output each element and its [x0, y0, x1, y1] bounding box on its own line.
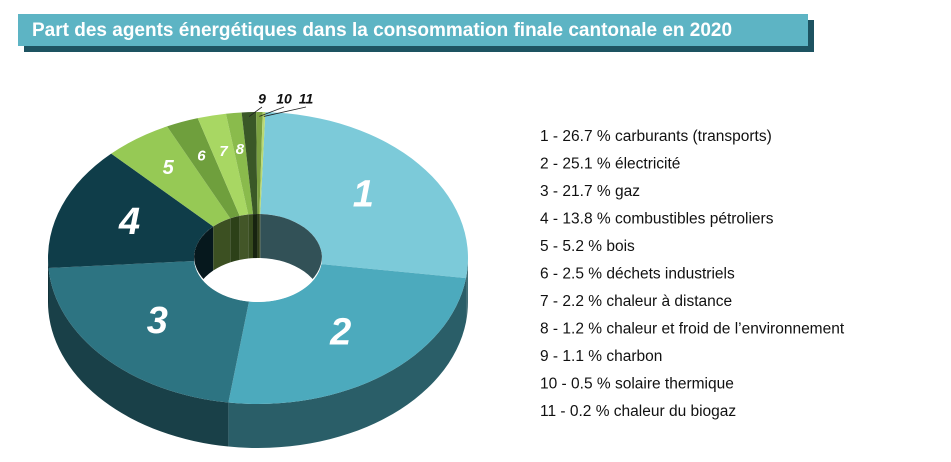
leader-line [259, 106, 285, 117]
title-banner [18, 14, 808, 46]
slice-side [48, 268, 229, 447]
slice-inner [230, 215, 240, 263]
slice [256, 112, 263, 215]
slice-label: 8 [236, 141, 245, 158]
slice-label: 11 [299, 91, 314, 107]
slice-label: 6 [197, 147, 206, 164]
legend-entry: 6 - 2.5 % déchets industriels [540, 266, 735, 283]
legend-entry: 10 - 0.5 % solaire thermique [540, 376, 734, 393]
slice [197, 113, 249, 216]
legend-entry: 2 - 25.1 % électricité [540, 156, 680, 173]
slice-side [465, 258, 468, 323]
slice [228, 264, 466, 404]
slice-label: 4 [118, 201, 140, 243]
legend-entry: 1 - 26.7 % carburants (transports) [540, 128, 772, 145]
leader-line [263, 106, 307, 117]
slice-label: 7 [219, 143, 228, 160]
slice-inner [259, 214, 261, 259]
legend-entry: 5 - 5.2 % bois [540, 238, 635, 255]
leader-line [248, 106, 263, 117]
legend-entry: 8 - 1.2 % chaleur et froid de l’environn… [540, 321, 845, 338]
slice-label: 9 [258, 91, 266, 107]
legend-entry: 7 - 2.2 % chaleur à distance [540, 293, 732, 310]
slice [225, 112, 254, 215]
slice-inner [253, 214, 258, 259]
slice [48, 153, 214, 269]
slice [48, 261, 249, 403]
legend-entry: 3 - 21.7 % gaz [540, 183, 640, 200]
slice [241, 112, 258, 215]
donut: 1 2 3 4 5 6 7 8 9 10 11 [48, 91, 469, 448]
slice-inner [239, 214, 249, 260]
slice [260, 112, 469, 279]
slice-side [228, 278, 466, 448]
slice [111, 126, 231, 227]
slice-label: 2 [329, 311, 351, 353]
legend: 1 - 26.7 % carburants (transports) 2 - 25… [540, 128, 845, 420]
slice-inner [260, 214, 322, 300]
slice-label: 1 [353, 174, 374, 216]
legend-entry: 11 - 0.2 % chaleur du biogaz [540, 403, 736, 420]
slice-label: 10 [276, 91, 292, 107]
slice [167, 118, 240, 219]
slice-inner [257, 214, 260, 259]
slice-label: 5 [163, 157, 175, 179]
slice-inner [248, 214, 254, 259]
slice [259, 112, 266, 215]
legend-entry: 4 - 13.8 % combustibles pétroliers [540, 211, 774, 228]
slice-label: 3 [147, 300, 168, 342]
legend-entry: 9 - 1.1 % charbon [540, 348, 662, 365]
chart-title: Part des agents énergétiques dans la con… [32, 20, 732, 41]
slice-inner [213, 218, 231, 271]
